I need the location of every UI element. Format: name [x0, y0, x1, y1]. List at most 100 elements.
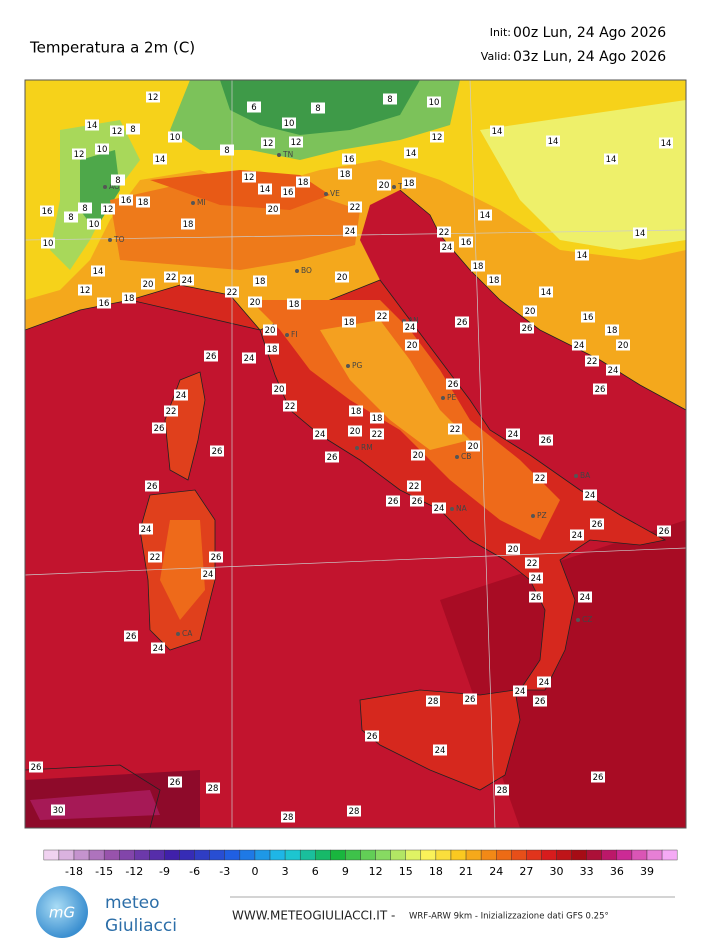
init-label: Init: [490, 26, 511, 39]
temperature-box [338, 168, 352, 180]
city-label: FI [291, 330, 298, 339]
colorbar-cell [88, 849, 105, 861]
temperature-label: 26 [593, 773, 604, 783]
map: TNAOMITOVETSBOFIANPGPERMCBNAPZBACZCA1268… [25, 80, 686, 828]
temperature-label: 20 [525, 307, 536, 317]
temperature-label: 24 [435, 746, 446, 756]
temperature-label: 10 [170, 133, 181, 143]
temperature-label: 20 [379, 181, 390, 191]
temperature-label: 26 [147, 482, 158, 492]
city-dot [576, 618, 580, 622]
website: WWW.METEOGIULIACCI.IT - [232, 909, 395, 923]
city-label: AO [109, 182, 120, 191]
colorbar-tick-label: 33 [580, 865, 594, 878]
city-dot [103, 185, 107, 189]
temperature-label: 26 [327, 453, 338, 463]
temperature-box [148, 551, 162, 563]
colorbar-tick-label: 15 [399, 865, 413, 878]
temperature-box [659, 137, 673, 149]
temperature-label: 16 [583, 313, 594, 323]
temperature-box [122, 292, 136, 304]
temperature-box [145, 480, 159, 492]
temperature-label: 24 [508, 430, 519, 440]
temperature-label: 26 [31, 763, 42, 773]
temperature-label: 10 [429, 98, 440, 108]
temperature-label: 14 [492, 127, 503, 137]
colorbar-cell [164, 849, 180, 861]
temperature-label: 24 [345, 227, 356, 237]
city-label: AN [408, 316, 419, 325]
temperature-box [78, 202, 92, 214]
temperature-label: 8 [224, 146, 229, 156]
temperature-box [164, 405, 178, 417]
temperature-box [466, 440, 480, 452]
temperature-label: 24 [203, 570, 214, 580]
temperature-box [153, 153, 167, 165]
colorbar-cell [405, 849, 422, 861]
colorbar-cell [646, 849, 663, 861]
temperature-label: 16 [283, 188, 294, 198]
city-label: PE [447, 393, 457, 402]
temperature-label: 26 [211, 553, 222, 563]
temperature-label: 10 [97, 145, 108, 155]
city-dot [455, 455, 459, 459]
temperature-box [593, 383, 607, 395]
city-dot [191, 201, 195, 205]
temperature-label: 22 [150, 553, 161, 563]
temperature-label: 18 [138, 198, 149, 208]
temperature-box [437, 226, 451, 238]
colorbar-cell [58, 849, 75, 861]
colorbar-cell [616, 849, 633, 861]
temperature-label: 14 [155, 155, 166, 165]
temperature-label: 26 [367, 732, 378, 742]
temperature-box [335, 271, 349, 283]
temperature-label: 28 [208, 784, 219, 794]
temperature-box [242, 352, 256, 364]
init-time: 00z Lun, 24 Ago 2026 [513, 25, 666, 41]
temperature-box [533, 472, 547, 484]
city-dot [295, 269, 299, 273]
temperature-label: 14 [93, 267, 104, 277]
colorbar-cell [73, 849, 90, 861]
temperature-box [289, 136, 303, 148]
temperature-box [283, 400, 297, 412]
temperature-label: 8 [387, 95, 392, 105]
colorbar-tick-label: 6 [312, 865, 319, 878]
city-dot [450, 507, 454, 511]
colorbar-tick-label: 21 [459, 865, 473, 878]
temperature-label: 16 [344, 155, 355, 165]
temperature-box [513, 685, 527, 697]
temperature-box [407, 480, 421, 492]
city-dot [324, 192, 328, 196]
temperature-label: 18 [267, 345, 278, 355]
temperature-box [633, 227, 647, 239]
brand-line2: Giuliacci [105, 916, 177, 936]
colorbar-cell [571, 849, 587, 861]
temperature-box [110, 125, 124, 137]
temperature-box [404, 147, 418, 159]
colorbar-cell [390, 849, 406, 861]
logo-text: mG [49, 904, 75, 922]
temperature-label: 24 [176, 391, 187, 401]
temperature-box [348, 425, 362, 437]
temperature-label: 20 [143, 280, 154, 290]
colorbar-tick-label: -18 [65, 865, 83, 878]
temperature-label: 18 [372, 414, 383, 424]
colorbar-cell [299, 849, 316, 861]
temperature-label: 26 [595, 385, 606, 395]
temperature-label: 12 [263, 139, 274, 149]
temperature-label: 12 [80, 286, 91, 296]
temperature-box [342, 316, 356, 328]
temperature-box [348, 201, 362, 213]
temperature-box [210, 445, 224, 457]
temperature-label: 26 [126, 632, 137, 642]
temperature-box [572, 339, 586, 351]
city-label: CA [182, 629, 193, 638]
temperature-label: 20 [468, 442, 479, 452]
temperature-box [209, 551, 223, 563]
temperature-label: 10 [89, 220, 100, 230]
temperature-label: 20 [350, 427, 361, 437]
colorbar-cell [194, 849, 210, 861]
colorbar-cell [556, 849, 572, 861]
colorbar-cell [103, 849, 120, 861]
